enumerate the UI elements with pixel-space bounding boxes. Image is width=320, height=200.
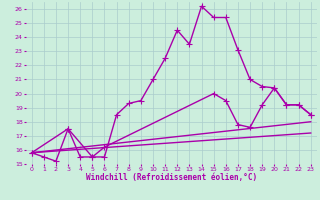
- X-axis label: Windchill (Refroidissement éolien,°C): Windchill (Refroidissement éolien,°C): [86, 173, 257, 182]
